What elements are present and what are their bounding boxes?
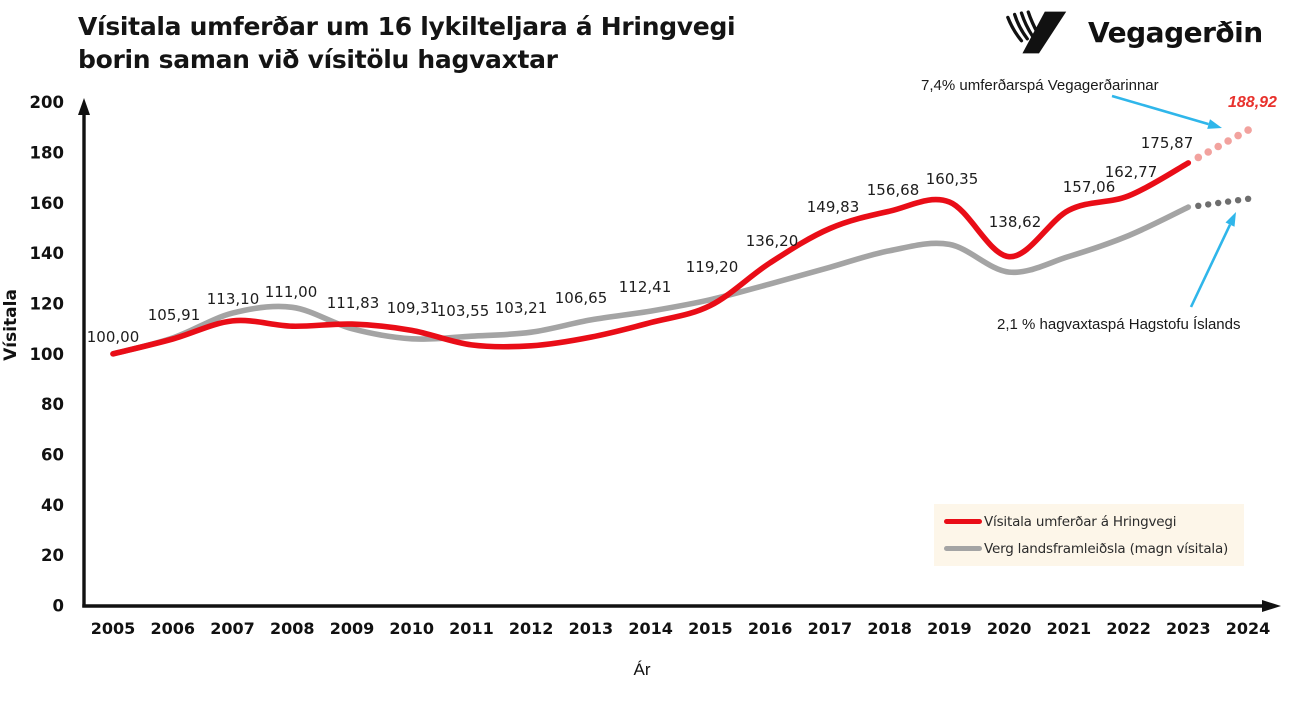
gdp-line: [110, 204, 1192, 357]
y-axis-tick-label: 60: [41, 446, 64, 465]
x-axis-tick-label: 2018: [867, 619, 912, 638]
x-axis-tick-label: 2010: [389, 619, 434, 638]
data-point-label: 136,20: [746, 232, 799, 250]
x-axis-tick-label: 2006: [150, 619, 195, 638]
y-axis-arrowhead: [78, 98, 90, 115]
chart-title-line2: borin saman við vísitölu hagvaxtar: [78, 45, 558, 74]
data-point-label: 113,10: [207, 290, 260, 308]
vegagerdin-logo-icon: [1006, 10, 1067, 54]
y-axis-tick-label: 0: [53, 597, 64, 616]
x-axis-tick-label: 2024: [1226, 619, 1271, 638]
data-point-label: 103,55: [437, 302, 490, 320]
data-point-label: 100,00: [87, 328, 140, 346]
data-point-label: 103,21: [495, 299, 548, 317]
data-point-label: 157,06: [1063, 178, 1116, 196]
x-axis-tick-label: 2021: [1047, 619, 1092, 638]
traffic-forecast-dot: [1214, 142, 1222, 151]
x-axis-tick-label: 2005: [91, 619, 136, 638]
y-axis-tick-label: 160: [30, 194, 64, 213]
data-point-label: 138,62: [989, 213, 1042, 231]
data-point-label: 109,31: [387, 299, 440, 317]
x-axis-title: Ár: [633, 660, 651, 679]
gdp-forecast-dot: [1244, 195, 1252, 202]
y-axis-tick-label: 140: [30, 244, 64, 263]
legend-label-traffic: Vísitala umferðar á Hringvegi: [984, 513, 1177, 530]
y-axis-tick-label: 20: [41, 546, 64, 565]
x-axis-tick-label: 2011: [449, 619, 494, 638]
legend-line-gdp: [944, 546, 982, 551]
traffic-forecast-dot: [1194, 153, 1203, 162]
vegagerdin-logo: Vegagerðin: [1002, 8, 1263, 56]
x-axis-tick-label: 2017: [808, 619, 853, 638]
y-axis-tick-label: 100: [30, 345, 64, 364]
x-axis-tick-label: 2016: [748, 619, 793, 638]
legend-label-gdp: Verg landsframleiðsla (magn vísitala): [984, 540, 1229, 557]
annotation-traffic-forecast: 7,4% umferðarspá Vegagerðarinnar: [921, 77, 1159, 94]
gdp-forecast-dot: [1234, 197, 1242, 204]
chart-title: Vísitala umferðar um 16 lykilteljara á H…: [78, 10, 736, 76]
gdp-forecast-dot: [1215, 199, 1222, 207]
y-axis-tick-label: 200: [30, 93, 64, 112]
cyan-arrow-traffic-forecast: [1111, 94, 1209, 126]
traffic-forecast-dot: [1204, 148, 1212, 156]
data-point-label: 175,87: [1141, 134, 1194, 152]
x-axis-tick-label: 2015: [688, 619, 733, 638]
annotation-gdp-forecast: 2,1 % hagvaxtaspá Hagstofu Íslands: [997, 316, 1241, 333]
data-point-label: 119,20: [686, 258, 739, 276]
chart-title-line1: Vísitala umferðar um 16 lykilteljara á H…: [78, 12, 736, 41]
legend-line-traffic: [944, 519, 982, 524]
legend-item-traffic: Vísitala umferðar á Hringvegi: [944, 514, 1244, 530]
x-axis-tick-label: 2012: [509, 619, 554, 638]
y-axis-tick-label: 80: [41, 395, 64, 414]
y-axis-tick-label: 40: [41, 496, 64, 515]
data-point-label: 111,83: [327, 294, 380, 312]
y-axis-tick-label: 180: [30, 144, 64, 163]
legend-item-gdp: Verg landsframleiðsla (magn vísitala): [944, 541, 1244, 557]
vegagerdin-logo-text: Vegagerðin: [1088, 15, 1263, 49]
x-axis-tick-label: 2019: [927, 619, 972, 638]
gdp-forecast-dot: [1205, 201, 1212, 208]
y-axis-tick-label: 120: [30, 295, 64, 314]
x-axis-tick-label: 2014: [628, 619, 673, 638]
gdp-forecast-dot: [1195, 202, 1202, 209]
x-axis-arrowhead: [1262, 600, 1281, 612]
data-point-label: 105,91: [148, 306, 201, 324]
data-point-label: 111,00: [265, 283, 318, 301]
traffic-line: [110, 160, 1192, 357]
data-point-label: 112,41: [619, 278, 672, 296]
y-axis-title: Vísitala: [1, 289, 21, 361]
x-axis-tick-label: 2013: [569, 619, 614, 638]
gdp-forecast-dot: [1224, 198, 1232, 205]
data-point-label: 162,77: [1105, 163, 1158, 181]
traffic-forecast-dot: [1244, 126, 1252, 134]
cyan-arrow-gdp-forecast: [1189, 224, 1232, 308]
data-point-label: 149,83: [807, 198, 860, 216]
x-axis-tick-label: 2022: [1106, 619, 1151, 638]
data-point-label: 106,65: [555, 289, 608, 307]
x-axis-tick-label: 2007: [210, 619, 255, 638]
x-axis-tick-label: 2008: [270, 619, 315, 638]
traffic-forecast-dot: [1234, 131, 1242, 140]
traffic-forecast-dot: [1224, 137, 1232, 145]
x-axis-tick-label: 2023: [1166, 619, 1211, 638]
data-point-label: 160,35: [926, 170, 979, 188]
traffic-forecast-value-label: 188,92: [1228, 94, 1277, 111]
cyan-arrow-gdp-forecast-head: [1225, 212, 1236, 227]
legend: Vísitala umferðar á Hringvegi Verg lands…: [934, 504, 1244, 566]
data-point-label: 156,68: [867, 181, 920, 199]
x-axis-tick-label: 2009: [330, 619, 375, 638]
x-axis-tick-label: 2020: [987, 619, 1032, 638]
cyan-arrow-traffic-forecast-head: [1207, 119, 1222, 129]
